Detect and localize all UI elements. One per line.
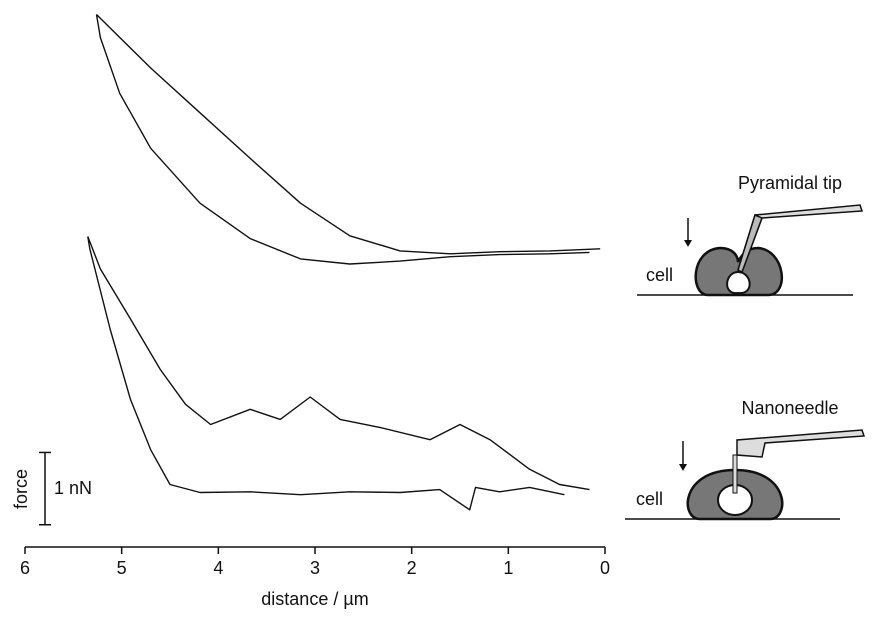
x-axis-label: distance / µm — [261, 589, 368, 609]
y-axis-label: force — [11, 469, 31, 509]
force-curve — [87, 236, 590, 491]
annotation: cell — [636, 489, 663, 509]
x-tick-label: 0 — [600, 558, 610, 578]
annotation: Nanoneedle — [741, 398, 838, 418]
scale-bar-label: 1 nN — [54, 478, 92, 498]
x-tick-label: 3 — [310, 558, 320, 578]
x-tick-label: 2 — [407, 558, 417, 578]
x-tick-label: 5 — [117, 558, 127, 578]
pyramidal-tip-diagram: Pyramidal tip cell — [637, 173, 864, 297]
force-curve — [87, 236, 565, 511]
nanoneedle-diagram: Nanoneedle cell — [625, 398, 866, 521]
x-tick-label: 1 — [503, 558, 513, 578]
x-tick-label: 4 — [213, 558, 223, 578]
x-tick-label: 6 — [20, 558, 30, 578]
annotation: cell — [646, 265, 673, 285]
force-curve — [95, 14, 590, 265]
force-curve — [96, 14, 601, 255]
annotation: Pyramidal tip — [738, 173, 842, 193]
